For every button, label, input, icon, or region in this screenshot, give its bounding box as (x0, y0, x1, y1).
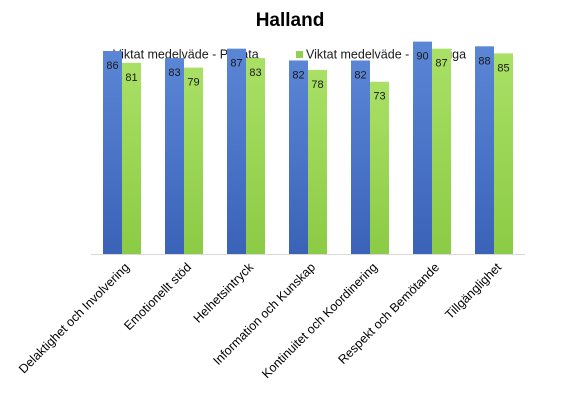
bar-privata (227, 48, 246, 255)
bar-offentliga (494, 53, 513, 255)
x-tick-label: Emotionellt stöd (121, 260, 194, 333)
bar-privata (165, 58, 184, 255)
x-tick-label: Helhetsintryck (191, 260, 257, 326)
bar-group: 88 85 (475, 46, 513, 255)
data-label: 86 (106, 60, 118, 72)
bar-privata (289, 60, 308, 255)
bar-offentliga (122, 62, 141, 255)
x-tick-label: Information och Kunskap (210, 260, 318, 368)
data-label: 88 (478, 55, 490, 67)
data-label: 85 (497, 62, 509, 74)
bar-offentliga (308, 69, 327, 254)
x-tick-label: Delaktighet och Involvering (16, 260, 132, 376)
bar-offentliga (184, 67, 203, 254)
data-label: 87 (230, 58, 242, 70)
bar-privata (413, 41, 432, 254)
bar-group: 83 79 (165, 58, 203, 255)
bar-group: 82 73 (351, 60, 389, 255)
data-label: 79 (187, 77, 199, 89)
bar-group: 87 83 (227, 48, 265, 255)
data-label: 82 (354, 69, 366, 81)
bar-offentliga (246, 58, 265, 255)
legend-swatch (296, 51, 303, 58)
bar-group: 82 78 (289, 60, 327, 255)
data-label: 83 (249, 67, 261, 79)
chart-title: Halland (256, 10, 325, 31)
legend-label: Viktat medelväde - Privata (113, 48, 259, 62)
bar-offentliga (370, 81, 389, 254)
bar-group: 90 87 (413, 41, 451, 255)
x-tick-label: Kontinuitet och Koordinering (259, 260, 380, 381)
data-label: 82 (292, 69, 304, 81)
x-tick-label: Respekt och Bemötande (335, 260, 442, 367)
bar-offentliga (432, 48, 451, 255)
data-label: 81 (125, 72, 137, 84)
data-label: 83 (168, 67, 180, 79)
x-tick-label: Tillgänglighet (442, 260, 504, 322)
bar-privata (103, 51, 122, 254)
data-label: 73 (373, 91, 385, 103)
bar-privata (475, 46, 494, 254)
data-label: 78 (311, 79, 323, 91)
legend: Viktat medelväde - Privata Viktat medelvä… (103, 48, 466, 62)
data-label: 87 (435, 58, 447, 70)
bar-group: 86 81 (103, 51, 141, 255)
data-label: 90 (416, 51, 428, 63)
bar-privata (351, 60, 370, 255)
plot-area: 86 81 83 79 87 83 82 78 82 73 90 87 88 85 (103, 41, 513, 255)
